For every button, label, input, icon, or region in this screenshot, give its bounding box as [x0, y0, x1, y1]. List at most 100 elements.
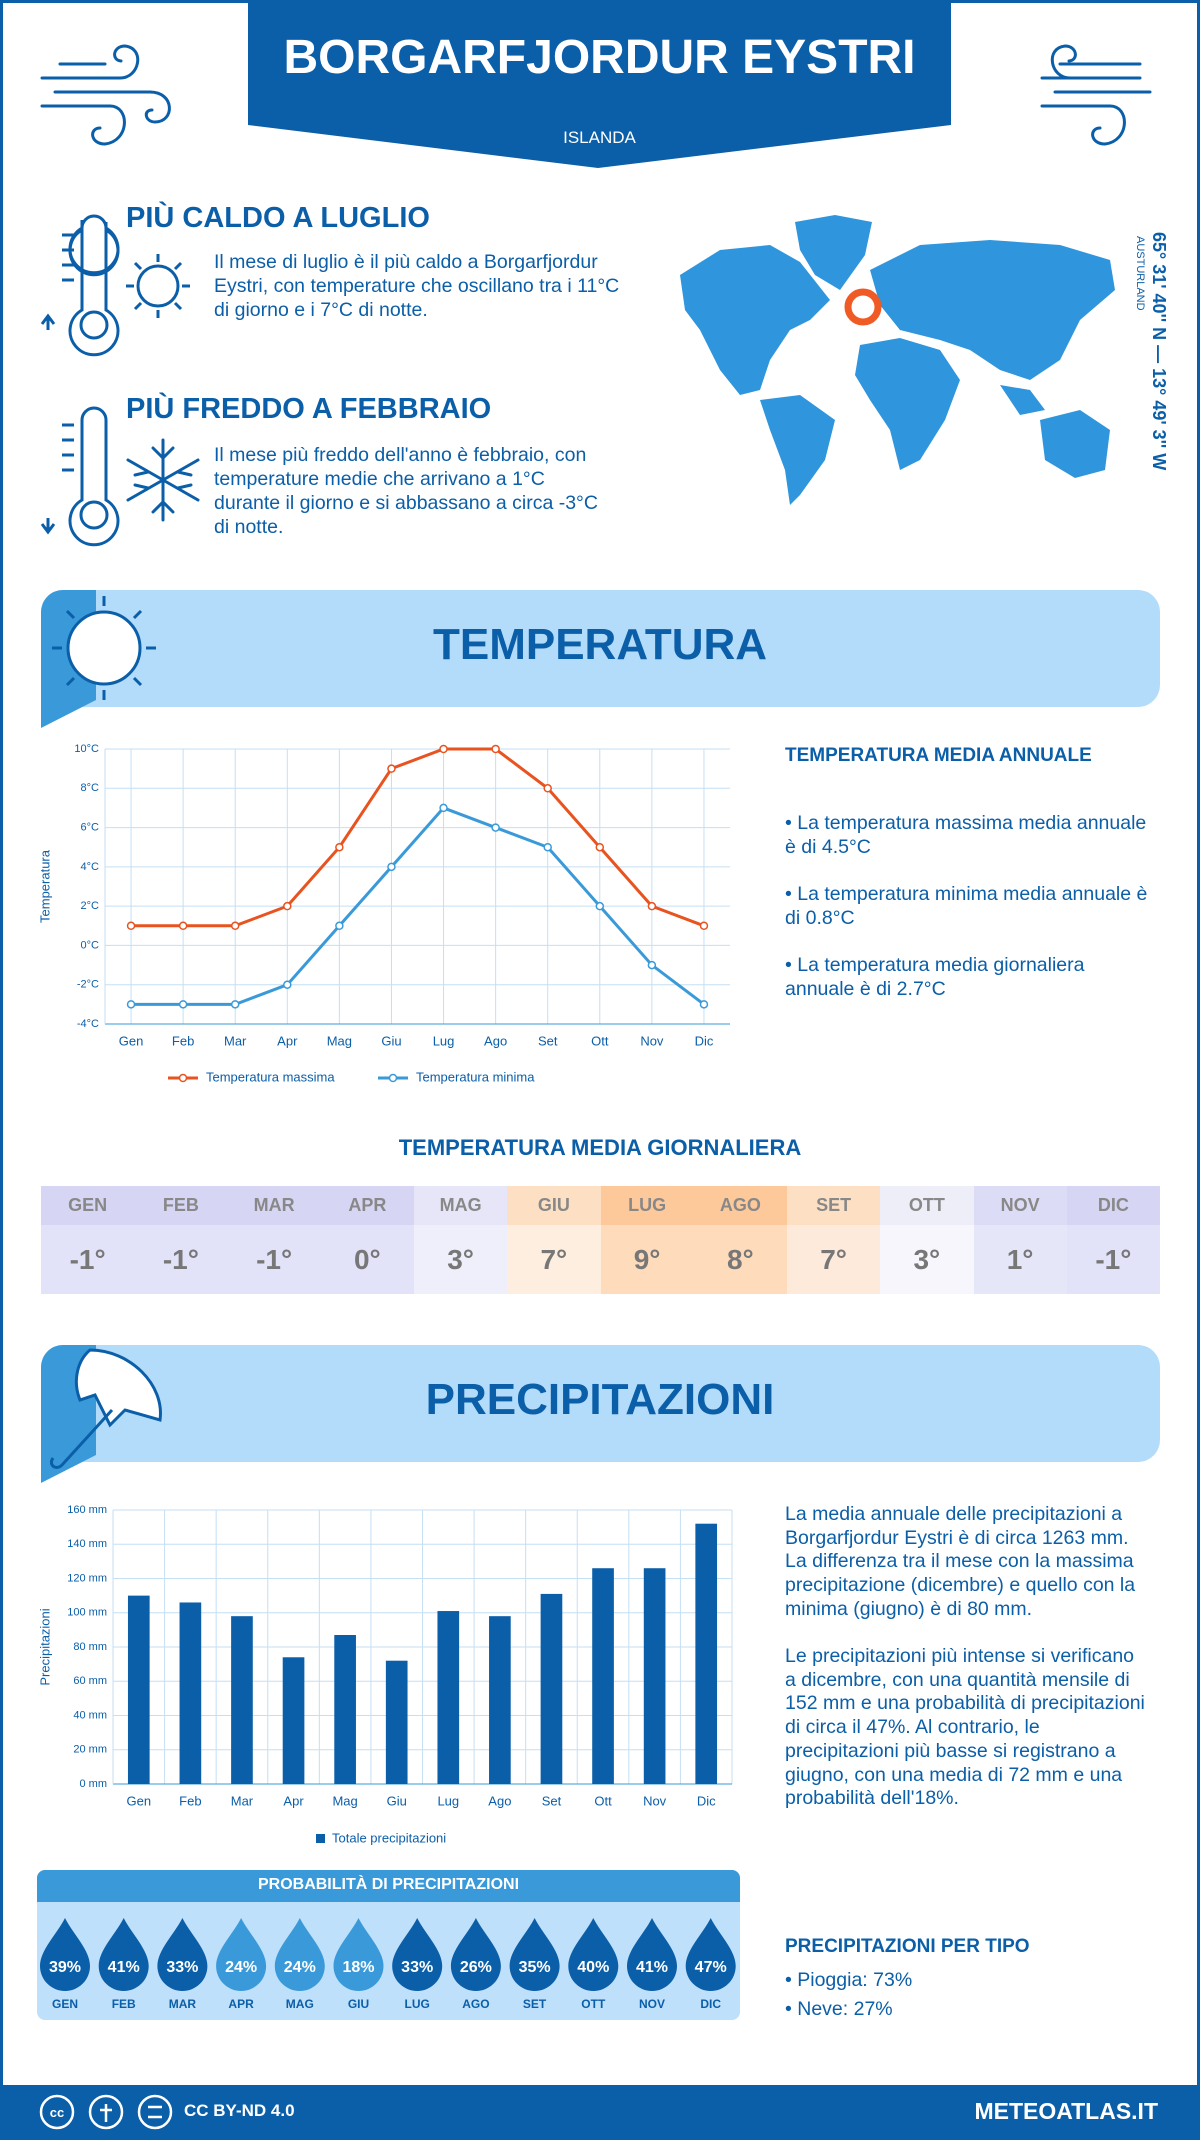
x-tick-label: Giu [381, 1033, 401, 1048]
x-tick-label: Ott [594, 1793, 612, 1808]
legend-label: Temperatura minima [416, 1069, 535, 1084]
x-tick-label: Dic [697, 1793, 716, 1808]
bar [695, 1523, 718, 1784]
probability-box [37, 1870, 740, 2020]
daily-month: AGO [693, 1186, 787, 1225]
drop [333, 1918, 384, 1991]
point [647, 960, 657, 970]
type-item: • Neve: 27% [785, 1998, 893, 2020]
x-tick-label: Ott [591, 1033, 609, 1048]
bar [231, 1616, 253, 1784]
x-tick-label: Mar [231, 1793, 254, 1808]
point [283, 980, 292, 989]
legend-swatch [316, 1834, 325, 1843]
y-tick-label: 4°C [81, 861, 100, 873]
daily-value: 7° [787, 1225, 881, 1294]
drop-month: AGO [462, 1997, 489, 2011]
bar [540, 1593, 563, 1784]
drop-value: 40% [577, 1959, 609, 1976]
x-tick-label: Dic [695, 1033, 714, 1048]
y-axis-label: Temperatura [37, 849, 52, 923]
daily-value: 3° [414, 1225, 508, 1294]
temperature-title: TEMPERATURA [432, 620, 768, 669]
drop [568, 1918, 619, 1991]
drop-value: 41% [636, 1959, 668, 1976]
drop-value: 39% [49, 1959, 81, 1976]
y-tick-label: -4°C [77, 1018, 99, 1030]
daily-value: 1° [973, 1225, 1067, 1294]
warmest-title: PIÙ CALDO A LUGLIO [126, 202, 430, 234]
drop [274, 1918, 325, 1991]
point [230, 921, 240, 931]
annual-item: • La temperatura media giornaliera annua… [785, 954, 1085, 1000]
line [131, 806, 705, 1006]
drop-month: NOV [639, 1997, 665, 2011]
site-name[interactable]: METEOATLAS.IT [974, 2098, 1158, 2124]
coldest-text: Il mese più freddo dell'anno è febbraio,… [214, 444, 598, 538]
svg-text:cc: cc [50, 2105, 64, 2120]
precipitation-text: Le precipitazioni più intense si verific… [785, 1645, 1145, 1810]
y-tick-label: 8°C [81, 782, 100, 794]
daily-value: -1° [41, 1225, 135, 1294]
y-tick-label: 20 mm [73, 1744, 107, 1756]
y-tick-label: 2°C [81, 900, 100, 912]
point [699, 921, 709, 931]
daily-month: APR [320, 1186, 414, 1225]
legend-label: Temperatura massima [206, 1069, 335, 1084]
point [491, 744, 500, 754]
drop-month: DIC [700, 1997, 721, 2011]
point [126, 1000, 136, 1009]
temperature-banner [41, 590, 1160, 707]
legend-point [388, 1073, 398, 1083]
y-tick-label: 0 mm [80, 1778, 108, 1790]
footer-bar [0, 2085, 1200, 2140]
point [543, 842, 552, 852]
page-subtitle: ISLANDA [563, 128, 636, 147]
y-tick-label: 160 mm [67, 1504, 107, 1516]
point [491, 823, 500, 832]
legend-point [178, 1073, 188, 1083]
daily-month: DIC [1066, 1186, 1160, 1225]
x-tick-label: Feb [179, 1793, 201, 1808]
daily-value: -1° [134, 1225, 228, 1294]
y-tick-label: -2°C [77, 979, 99, 991]
drop-value: 18% [342, 1959, 374, 1976]
bar [489, 1616, 511, 1784]
daily-month: FEB [134, 1186, 228, 1225]
bar [179, 1602, 202, 1784]
precipitation-text: La media annuale delle precipitazioni a … [785, 1503, 1136, 1620]
precipitation-title: PRECIPITAZIONI [425, 1375, 775, 1424]
annual-item: • La temperatura minima media annuale è … [785, 883, 1148, 929]
daily-month: LUG [600, 1186, 694, 1225]
snowflake-icon [126, 438, 200, 522]
drop-value: 41% [108, 1959, 140, 1976]
daily-month: OTT [880, 1186, 974, 1225]
bar [127, 1595, 150, 1784]
drop-month: FEB [112, 1997, 136, 2011]
point [283, 901, 292, 911]
drop-month: OTT [581, 1997, 606, 2011]
daily-month: GEN [41, 1186, 135, 1225]
bar [643, 1568, 666, 1784]
y-tick-label: 60 mm [73, 1675, 107, 1687]
x-tick-label: Ago [488, 1793, 511, 1808]
daily-value: 9° [600, 1225, 694, 1294]
x-tick-label: Mag [327, 1033, 352, 1048]
point [647, 901, 657, 911]
x-tick-label: Apr [277, 1033, 298, 1048]
daily-title: TEMPERATURA MEDIA GIORNALIERA [398, 1135, 802, 1160]
type-item: • Pioggia: 73% [785, 1969, 913, 1991]
y-tick-label: 120 mm [67, 1572, 107, 1584]
line [131, 747, 705, 928]
bar [334, 1635, 356, 1784]
license: CC BY-ND 4.0 [184, 2101, 295, 2120]
drop-value: 24% [225, 1959, 257, 1976]
x-tick-label: Gen [127, 1793, 152, 1808]
y-tick-label: 6°C [81, 821, 100, 833]
annual-item: • La temperatura massima media annuale è… [785, 812, 1147, 858]
point [699, 1000, 709, 1009]
types-title: PRECIPITAZIONI PER TIPO [785, 1936, 1030, 1957]
drop [98, 1918, 149, 1991]
